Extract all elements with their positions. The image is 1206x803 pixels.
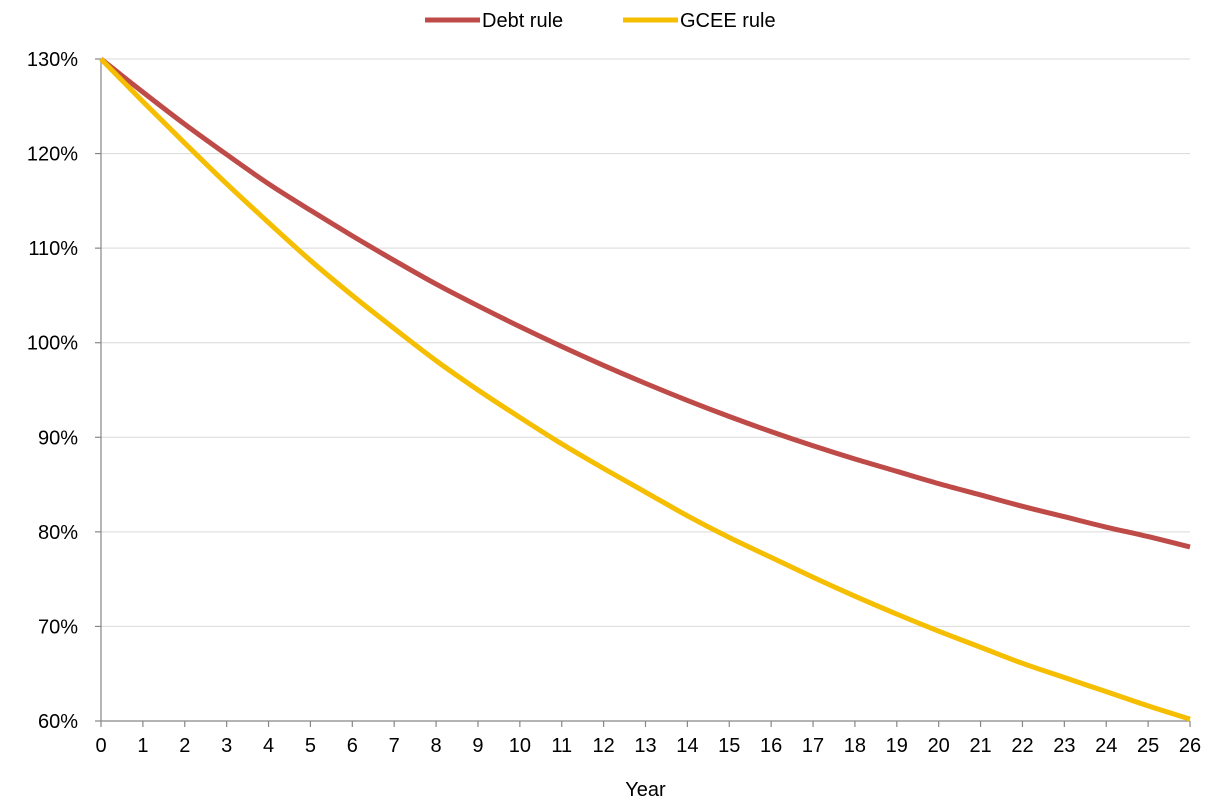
- x-tick-label: 18: [844, 735, 866, 757]
- y-tick-label: 70%: [38, 616, 78, 638]
- x-tick-label: 8: [431, 735, 442, 757]
- x-tick-label: 12: [592, 735, 614, 757]
- y-tick-label: 100%: [27, 333, 78, 355]
- y-tick-label: 80%: [38, 522, 78, 544]
- series-line-1: [99, 57, 1191, 550]
- x-axis-ticks: 0 1 2 3 4 5 6 7 8 9 10 11 12 13 14 15 16 17 18 19 20 21 22 23 24…: [95, 721, 1201, 757]
- legend-label-2: GCEE rule: [680, 10, 776, 32]
- x-tick-label: 7: [389, 735, 400, 757]
- x-tick-label: 22: [1011, 735, 1033, 757]
- gridlines: [101, 58, 1190, 627]
- x-tick-label: 17: [802, 735, 824, 757]
- x-tick-label: 6: [347, 735, 358, 757]
- series-layer: [99, 57, 1191, 722]
- x-tick-label: 9: [472, 735, 483, 757]
- x-tick-label: 25: [1137, 735, 1159, 757]
- x-tick-label: 20: [928, 735, 950, 757]
- x-tick-label: 11: [551, 735, 572, 757]
- legend: Debt rule GCEE rule: [425, 10, 776, 32]
- y-tick-label: 120%: [27, 144, 78, 166]
- x-tick-label: 13: [634, 735, 656, 757]
- x-tick-label: 0: [95, 735, 106, 757]
- x-tick-label: 15: [718, 735, 740, 757]
- x-tick-label: 1: [137, 735, 148, 757]
- x-tick-label: 3: [221, 735, 232, 757]
- x-tick-label: 24: [1095, 735, 1117, 757]
- x-tick-label: 2: [179, 735, 190, 757]
- y-tick-label: 130%: [27, 49, 78, 71]
- x-tick-label: 21: [969, 735, 991, 757]
- x-tick-label: 19: [886, 735, 908, 757]
- x-tick-label: 23: [1053, 735, 1075, 757]
- y-tick-label: 110%: [28, 238, 78, 260]
- series-line-2: [99, 57, 1191, 722]
- x-tick-label: 4: [263, 735, 274, 757]
- legend-label-1: Debt rule: [482, 10, 563, 32]
- x-tick-label: 16: [760, 735, 782, 757]
- y-tick-label: 90%: [38, 427, 78, 449]
- y-tick-label: 60%: [38, 711, 78, 733]
- axes: [100, 59, 1190, 722]
- x-tick-label: 26: [1179, 735, 1201, 757]
- x-tick-label: 14: [676, 735, 698, 757]
- x-tick-label: 10: [509, 735, 531, 757]
- x-axis-title: Year: [625, 779, 666, 801]
- x-tick-label: 5: [305, 735, 316, 757]
- y-axis-ticks: 60% 70% 80% 90% 100% 110% 120% 130%: [27, 49, 101, 733]
